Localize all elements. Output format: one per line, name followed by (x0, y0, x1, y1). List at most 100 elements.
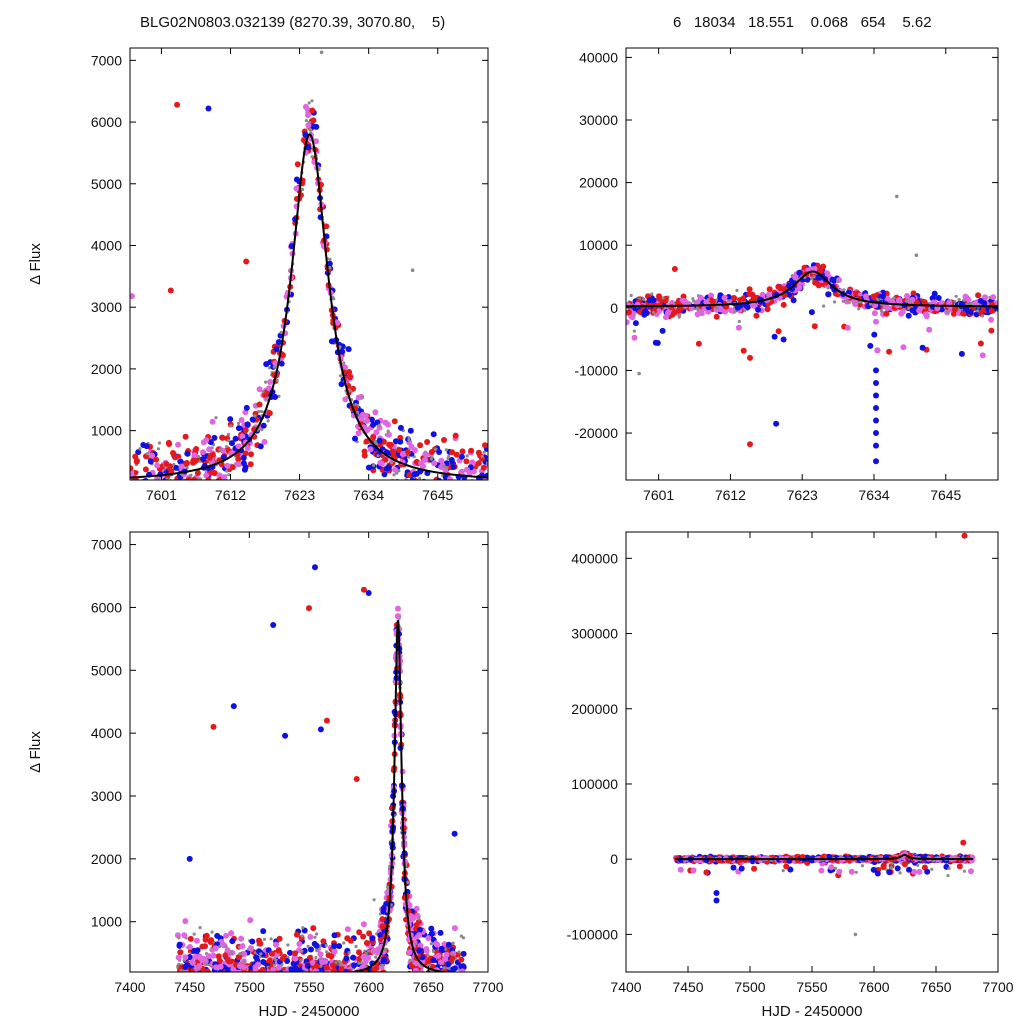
data-point-magenta (267, 379, 274, 385)
data-point-magenta (216, 997, 222, 1003)
data-point-gray (345, 984, 348, 987)
data-point-magenta (134, 487, 140, 493)
data-point-gray (895, 194, 899, 199)
data-point-blue (260, 959, 267, 965)
data-point-magenta (271, 974, 277, 980)
data-point-red (483, 483, 489, 489)
data-point-blue (342, 994, 348, 1000)
data-point-blue (343, 955, 350, 962)
data-point-blue (443, 976, 449, 982)
data-point-blue (659, 327, 666, 334)
data-point-red (731, 295, 737, 301)
data-point-red (227, 979, 233, 985)
x-tick-label: 7650 (413, 979, 444, 995)
data-point-red (753, 312, 760, 319)
data-point-gray (306, 944, 310, 949)
data-point-magenta (267, 985, 273, 991)
data-point-magenta (394, 613, 401, 620)
data-point-red (241, 1012, 247, 1018)
data-point-gray (288, 269, 292, 273)
data-point-red (335, 986, 341, 992)
data-point-magenta (962, 293, 969, 300)
data-point-gray (260, 409, 264, 414)
data-point-gray (860, 864, 865, 868)
data-point-magenta (235, 461, 242, 468)
y-tick-label: 20000 (579, 175, 618, 191)
data-point-magenta (376, 424, 383, 431)
data-point-magenta (240, 964, 247, 971)
data-point-magenta (442, 955, 449, 962)
data-point-red (817, 268, 824, 275)
data-point-blue (383, 900, 390, 907)
data-point-blue (475, 502, 481, 508)
data-point-blue (273, 346, 280, 353)
data-point-magenta (326, 977, 332, 983)
data-point-magenta (307, 934, 314, 940)
data-point-blue (216, 974, 222, 980)
data-point-red (775, 328, 782, 335)
data-point-magenta (457, 985, 463, 991)
data-point-blue (227, 416, 234, 423)
data-point-blue (331, 932, 338, 939)
data-point-blue (397, 438, 404, 445)
data-point-gray (218, 448, 222, 452)
data-point-magenta (476, 486, 482, 492)
data-point-blue (829, 276, 836, 283)
data-point-blue (873, 392, 879, 399)
data-point-red (242, 427, 249, 433)
data-point-magenta (690, 867, 697, 874)
x-tick-label: 7400 (114, 979, 145, 995)
data-point-red (347, 988, 353, 994)
data-point-gray (962, 298, 966, 302)
data-point-blue (416, 947, 423, 954)
data-point-red (671, 266, 678, 272)
y-axis-label: Δ Flux (27, 243, 44, 285)
data-point-red (354, 971, 356, 972)
data-point-red (184, 484, 190, 490)
data-point-red (294, 161, 301, 168)
y-tick-label: 6000 (91, 114, 122, 130)
data-point-magenta (225, 987, 231, 993)
data-point-magenta (443, 1007, 449, 1013)
data-point-magenta (399, 451, 406, 458)
data-point-blue (340, 974, 346, 980)
data-point-blue (416, 481, 422, 487)
data-point-magenta (916, 868, 923, 875)
data-point-blue (434, 509, 440, 515)
data-point-gray (410, 268, 415, 273)
data-point-red (132, 453, 139, 460)
data-point-blue (385, 464, 392, 471)
data-point-gray (265, 397, 269, 401)
data-point-magenta (296, 941, 303, 947)
data-point-red (346, 369, 353, 375)
data-point-red (921, 299, 928, 306)
x-tick-label: 7623 (787, 487, 818, 503)
data-point-gray (213, 975, 216, 978)
data-point-gray (374, 955, 378, 959)
data-point-magenta (470, 468, 477, 475)
data-point-magenta (178, 463, 185, 470)
data-point-red (348, 973, 354, 979)
data-point-red (284, 984, 290, 990)
data-point-gray (340, 986, 343, 989)
data-point-magenta (425, 935, 432, 942)
data-point-gray (835, 280, 840, 284)
data-point-red (977, 340, 984, 347)
data-point-magenta (792, 274, 799, 281)
data-point-magenta (923, 311, 930, 318)
data-point-blue (730, 864, 737, 871)
data-point-red (187, 935, 194, 942)
y-tick-label: 40000 (579, 49, 618, 65)
data-point-magenta (132, 487, 138, 493)
data-point-blue (263, 361, 270, 368)
data-point-gray (281, 978, 284, 981)
y-tick-label: 7000 (91, 537, 122, 553)
data-point-red (703, 869, 710, 876)
x-tick-label: 7450 (672, 979, 703, 995)
data-point-red (274, 973, 280, 979)
data-point-magenta (446, 996, 452, 1002)
data-point-magenta (213, 964, 219, 971)
x-tick-label: 7623 (284, 487, 315, 503)
data-point-blue (235, 425, 242, 432)
data-point-blue (713, 897, 720, 904)
